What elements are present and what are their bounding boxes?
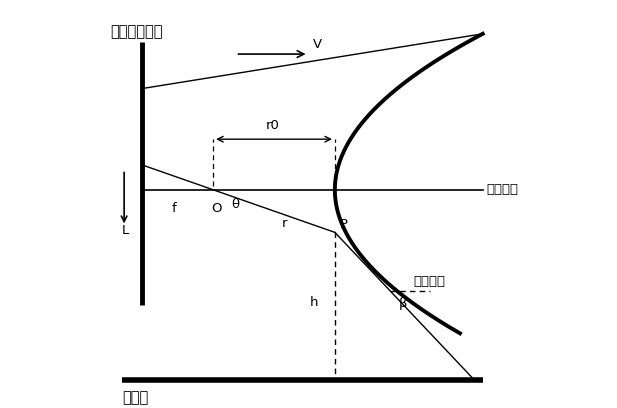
Text: r0: r0: [266, 119, 280, 132]
Text: O: O: [211, 202, 222, 215]
Text: h: h: [310, 296, 318, 309]
Text: β: β: [399, 297, 407, 310]
Text: 相机光轴: 相机光轴: [486, 183, 518, 196]
Text: 相机成像平面: 相机成像平面: [110, 24, 162, 39]
Text: f: f: [172, 202, 176, 215]
Text: V: V: [313, 38, 321, 51]
Text: θ: θ: [231, 198, 239, 211]
Text: L: L: [122, 224, 130, 237]
Text: P: P: [340, 218, 348, 231]
Text: 镜面轮廓: 镜面轮廓: [414, 275, 446, 288]
Text: r: r: [282, 217, 288, 230]
Text: 地平面: 地平面: [122, 390, 148, 406]
